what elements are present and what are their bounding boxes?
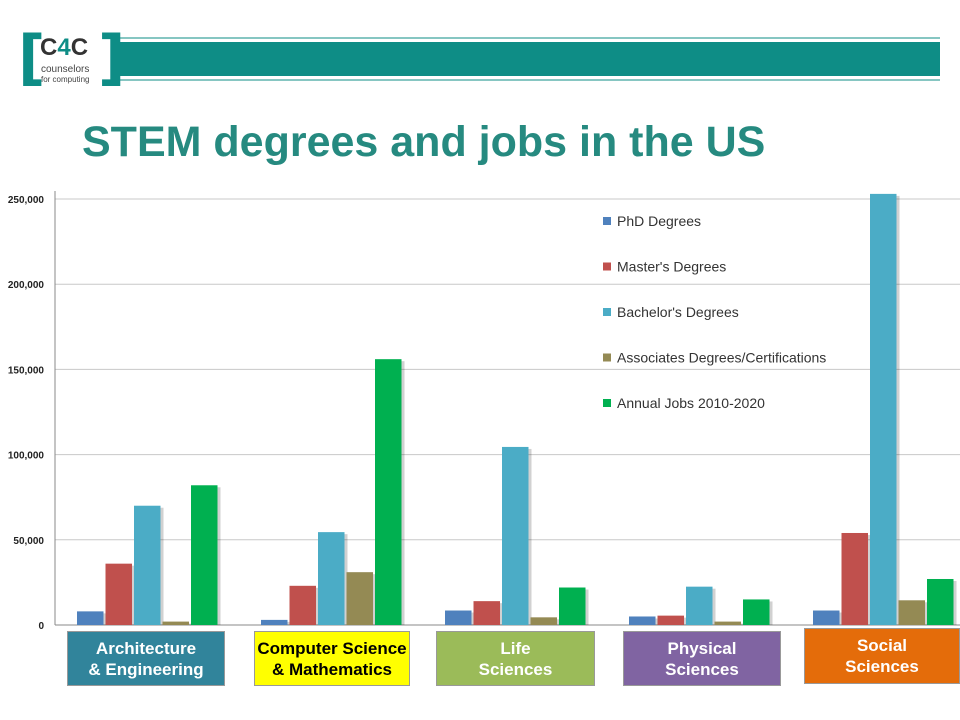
bar <box>530 617 557 625</box>
y-axis: 0 50,000 100,000 150,000 200,000 250,000 <box>8 191 56 632</box>
c4c-logo: [ ] C4C counselors for computing <box>18 23 125 93</box>
bar <box>191 485 218 625</box>
bar <box>289 585 316 625</box>
y-tick-label: 0 <box>38 621 44 632</box>
bar <box>445 610 472 625</box>
bar <box>743 599 770 625</box>
bar <box>714 621 741 625</box>
legend: PhD Degrees Master's Degrees Bachelor's De… <box>603 213 826 411</box>
logo-mark: C4C <box>40 34 89 61</box>
y-tick-label: 150,000 <box>8 365 45 376</box>
logo-right-bracket: ] <box>98 23 126 93</box>
y-tick-label: 200,000 <box>8 280 45 291</box>
legend-swatch <box>603 353 611 362</box>
logo-left-bracket: [ <box>18 23 46 93</box>
bar <box>813 610 840 625</box>
bar <box>318 532 345 625</box>
category-label: Architecture & Engineering <box>67 631 225 686</box>
legend-label: Master's Degrees <box>617 259 726 275</box>
legend-label: Bachelor's Degrees <box>617 304 739 320</box>
slide-header: [ ] C4C counselors for computing <box>0 0 960 100</box>
bar <box>559 587 586 625</box>
bar <box>841 532 868 625</box>
bars <box>77 193 957 625</box>
category-label: Social Sciences <box>804 628 960 684</box>
category-label: Physical Sciences <box>623 631 781 686</box>
category-label: Life Sciences <box>436 631 595 686</box>
bar <box>657 615 684 625</box>
legend-label: PhD Degrees <box>617 213 701 229</box>
logo-subtitle: counselors <box>41 64 90 75</box>
bar <box>870 193 897 625</box>
bar <box>105 563 132 625</box>
y-tick-label: 250,000 <box>8 195 45 206</box>
slide-title: STEM degrees and jobs in the US <box>82 118 766 166</box>
bar <box>162 621 189 625</box>
stem-bar-chart: 0 50,000 100,000 150,000 200,000 250,000 PhD … <box>8 191 960 632</box>
legend-label: Annual Jobs 2010-2020 <box>617 395 765 411</box>
legend-label: Associates Degrees/Certifications <box>617 350 826 366</box>
legend-swatch <box>603 217 611 225</box>
legend-swatch <box>603 262 611 271</box>
bar <box>898 600 925 625</box>
bar <box>346 572 373 625</box>
logo-subtitle-2: for computing <box>41 75 90 84</box>
bar <box>261 619 288 625</box>
y-tick-label: 50,000 <box>13 536 44 547</box>
bar <box>77 611 104 625</box>
header-band <box>114 37 940 81</box>
bar <box>134 505 161 625</box>
bar <box>473 601 500 625</box>
legend-swatch <box>603 399 611 407</box>
bar <box>927 578 954 625</box>
legend-swatch <box>603 308 611 316</box>
bar <box>686 586 713 625</box>
bar <box>375 359 402 625</box>
bar <box>502 446 529 625</box>
category-label: Computer Science & Mathematics <box>254 631 410 686</box>
bar <box>629 616 656 625</box>
y-tick-label: 100,000 <box>8 451 45 462</box>
